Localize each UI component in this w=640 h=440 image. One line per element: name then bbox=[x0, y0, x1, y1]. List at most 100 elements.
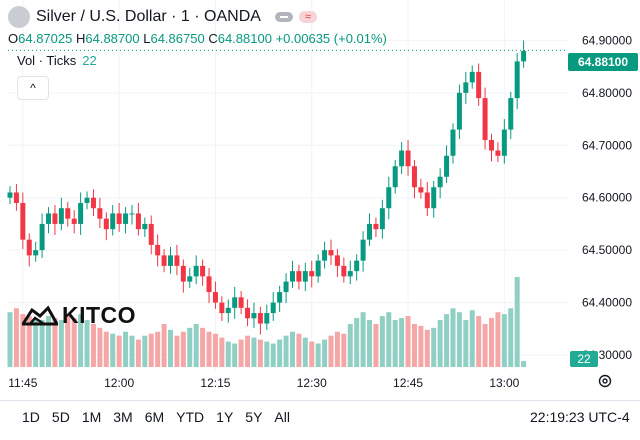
candle-body bbox=[148, 223, 154, 245]
candle-body bbox=[52, 213, 58, 224]
candle-body bbox=[328, 250, 334, 256]
candle-body bbox=[245, 307, 251, 319]
price-tick-label: 64.70000 bbox=[582, 138, 632, 152]
ohlc-legend: O64.87025 H64.88700 L64.86750 C64.88100 … bbox=[8, 31, 387, 46]
range-button-6m[interactable]: 6M bbox=[144, 409, 165, 425]
volume-bar bbox=[212, 333, 218, 367]
close-value: 64.88100 bbox=[217, 31, 272, 46]
candle-body bbox=[347, 271, 353, 277]
price-chart[interactable]: 65.0000064.9000064.8000064.7000064.60000… bbox=[0, 0, 640, 400]
volume-bar bbox=[521, 361, 527, 367]
range-button-ytd[interactable]: YTD bbox=[176, 409, 205, 425]
range-button-1d[interactable]: 1D bbox=[22, 409, 40, 425]
candle-body bbox=[71, 218, 77, 224]
clock: 22:19:23 UTC-4 bbox=[530, 409, 630, 425]
candle-body bbox=[13, 192, 19, 203]
candle-body bbox=[251, 313, 257, 319]
settings-icon[interactable] bbox=[597, 373, 613, 389]
volume-bar bbox=[206, 331, 212, 367]
kitco-logo-text: KITCO bbox=[62, 301, 137, 328]
volume-bar bbox=[444, 314, 450, 367]
symbol-title[interactable]: Silver / U.S. Dollar · 1 · OANDA bbox=[36, 8, 261, 25]
candle-body bbox=[123, 213, 129, 224]
volume-bar bbox=[431, 327, 437, 367]
volume-bar bbox=[251, 337, 257, 367]
candle-body bbox=[495, 150, 501, 156]
volume-bar bbox=[508, 308, 514, 367]
volume-bar bbox=[334, 331, 340, 367]
candle-body bbox=[289, 271, 295, 282]
price-tick-label: 64.40000 bbox=[582, 296, 632, 310]
candle-body bbox=[39, 223, 45, 251]
candle-body bbox=[142, 223, 148, 230]
collapse-legend-button[interactable]: ^ bbox=[17, 76, 49, 100]
volume-bar bbox=[103, 331, 109, 367]
candle-body bbox=[482, 98, 488, 141]
volume-bar bbox=[463, 320, 469, 367]
range-button-1y[interactable]: 1Y bbox=[216, 409, 234, 425]
candle-body bbox=[97, 208, 103, 219]
candle-body bbox=[431, 187, 437, 209]
candle-body bbox=[225, 307, 231, 314]
volume-bar bbox=[161, 323, 167, 367]
time-tick-label: 12:00 bbox=[104, 376, 134, 390]
candle-body bbox=[58, 208, 64, 224]
volume-bar bbox=[424, 329, 430, 367]
minus-pill-icon[interactable] bbox=[274, 12, 293, 22]
low-value: 64.86750 bbox=[150, 31, 205, 46]
bottom-toolbar bbox=[0, 400, 640, 440]
candle-body bbox=[264, 313, 270, 324]
candle-body bbox=[84, 197, 90, 203]
volume-bar bbox=[296, 333, 302, 367]
candle-body bbox=[334, 255, 340, 266]
candle-body bbox=[373, 223, 379, 230]
range-button-5d[interactable]: 5D bbox=[51, 409, 70, 425]
candle-body bbox=[90, 197, 96, 209]
volume-bar bbox=[135, 339, 141, 367]
candle-body bbox=[46, 213, 52, 224]
candle-body bbox=[444, 155, 450, 177]
volume-bar bbox=[58, 320, 64, 367]
volume-bar bbox=[469, 310, 475, 367]
candle-body bbox=[174, 255, 180, 266]
range-button-1m[interactable]: 1M bbox=[81, 409, 102, 425]
volume-bar bbox=[193, 323, 199, 367]
volume-bar bbox=[78, 314, 84, 367]
range-selector: 1D 5D 1M 3M 6M YTD 1Y 5Y All bbox=[22, 409, 290, 425]
candle-body bbox=[476, 71, 482, 99]
candle-body bbox=[110, 213, 116, 230]
candle-body bbox=[302, 271, 308, 282]
candle-body bbox=[20, 202, 26, 240]
range-button-5y[interactable]: 5Y bbox=[245, 409, 263, 425]
volume-bar bbox=[20, 314, 26, 367]
candle-body bbox=[270, 302, 276, 314]
price-tick-label: 64.50000 bbox=[582, 243, 632, 257]
candle-body bbox=[200, 265, 206, 277]
candle-body bbox=[180, 265, 186, 282]
volume-bar bbox=[46, 316, 52, 367]
candle-body bbox=[418, 187, 424, 193]
candle-body bbox=[232, 297, 238, 308]
candle-body bbox=[521, 50, 527, 62]
volume-bar bbox=[489, 318, 494, 367]
volume-bar bbox=[52, 318, 58, 367]
volume-bar bbox=[71, 318, 77, 367]
volume-bar bbox=[270, 343, 276, 367]
volume-bar bbox=[180, 331, 186, 367]
volume-bar bbox=[39, 320, 45, 367]
kitco-logo-icon bbox=[22, 305, 58, 326]
low-label: L bbox=[143, 31, 151, 46]
volume-bar bbox=[277, 339, 283, 367]
volume-bar bbox=[116, 335, 122, 367]
range-button-all[interactable]: All bbox=[274, 409, 290, 425]
time-tick-label: 13:00 bbox=[489, 376, 519, 390]
high-value: 64.88700 bbox=[85, 31, 140, 46]
volume-value: 22 bbox=[82, 53, 97, 68]
wave-pill-icon[interactable]: ≈ bbox=[298, 11, 317, 23]
volume-bar bbox=[155, 331, 161, 367]
candle-body bbox=[193, 265, 199, 277]
range-button-3m[interactable]: 3M bbox=[113, 409, 133, 425]
candle-body bbox=[65, 208, 71, 219]
candle-body bbox=[399, 150, 405, 167]
candle-body bbox=[437, 176, 443, 188]
